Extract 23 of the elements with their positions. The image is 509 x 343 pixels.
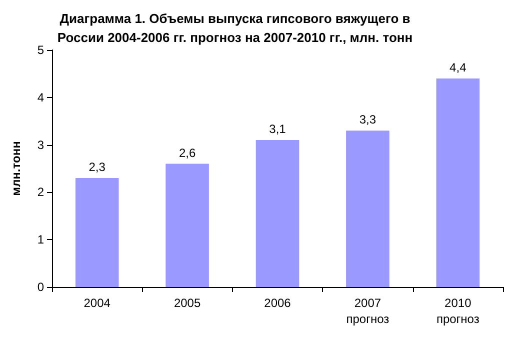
x-tick-label: 2010 прогноз [436,296,480,326]
bar [436,78,480,287]
data-label: 3,3 [359,112,376,127]
bar [75,178,119,287]
x-tick-label: 2004 [84,296,111,310]
y-tick-label: 4 [37,90,44,104]
y-tick-label: 3 [37,138,44,152]
x-tick-label: 2005 [174,296,201,310]
chart-title: Диаграмма 1. Объемы выпуска гипсового вяжущего в России 2004-2006 гг. прогноз на 2007-2010 гг., млн. тонн [57,11,413,45]
x-tick-label: 2007 прогноз [346,296,390,326]
data-label: 2,6 [178,146,196,160]
x-tick-label: 2006 [264,296,292,310]
y-axis-title: млн.тонн [9,141,23,196]
data-label: 4,4 [450,60,467,74]
bar [256,140,300,287]
data-label: 3,1 [269,122,286,136]
y-tick-label: 2 [37,185,44,200]
bar [346,130,390,287]
data-label: 2,3 [88,160,106,174]
bar [166,164,209,287]
y-tick-label: 5 [37,43,44,57]
y-tick-label: 0 [37,280,44,294]
y-tick-label: 1 [37,232,44,247]
